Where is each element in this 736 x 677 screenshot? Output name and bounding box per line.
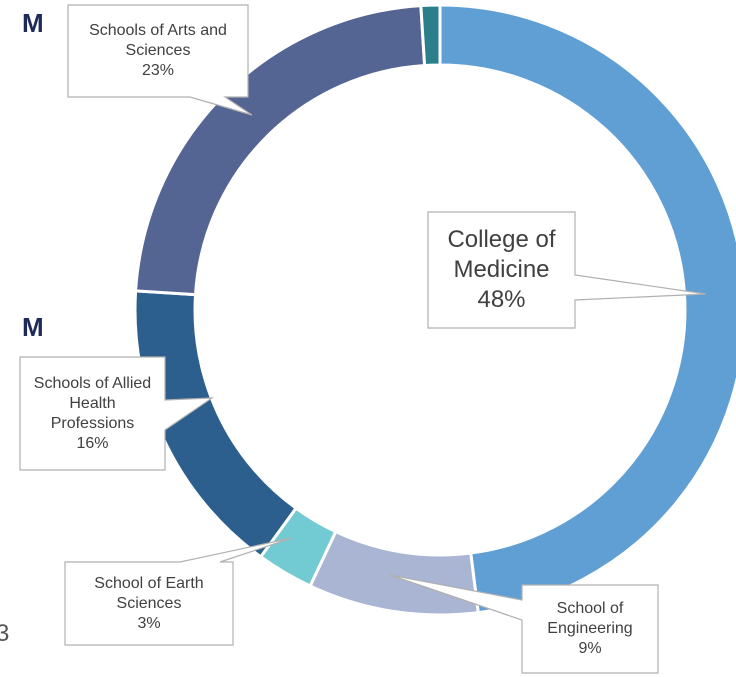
category-label: School of Earth Sciences <box>94 574 204 612</box>
value-label: 16% <box>76 434 109 452</box>
callout-box <box>389 574 659 674</box>
data-label: Schools of Arts and Sciences 23% <box>68 5 248 97</box>
edge-fragment: M <box>22 8 44 38</box>
slice <box>419 3 442 68</box>
edge-fragment: M <box>22 312 44 342</box>
value-label: 48% <box>477 286 526 313</box>
data-label: Schools of Allied Health Professions 16% <box>20 357 165 470</box>
callout-box <box>427 211 707 329</box>
category-label: Schools of Arts and Sciences <box>89 22 227 59</box>
data-label: School of Earth Sciences 3% <box>65 562 233 645</box>
value-label: 23% <box>141 62 175 79</box>
category-label: College of Medicine <box>447 226 556 283</box>
value-label: 3% <box>137 614 161 632</box>
callout-box <box>67 4 253 116</box>
callouts <box>19 4 707 674</box>
data-label: School of Engineering 9% <box>522 585 658 673</box>
category-label: School of Engineering <box>547 600 633 637</box>
callout-box <box>19 356 215 471</box>
data-label: College of Medicine 48% <box>428 212 575 328</box>
callout-box <box>64 537 293 646</box>
edge-fragment: 3 <box>0 620 10 647</box>
category-label: Schools of Allied Health Professions <box>33 374 152 432</box>
slices <box>133 3 736 617</box>
slice <box>308 529 480 617</box>
value-label: 9% <box>578 640 602 657</box>
